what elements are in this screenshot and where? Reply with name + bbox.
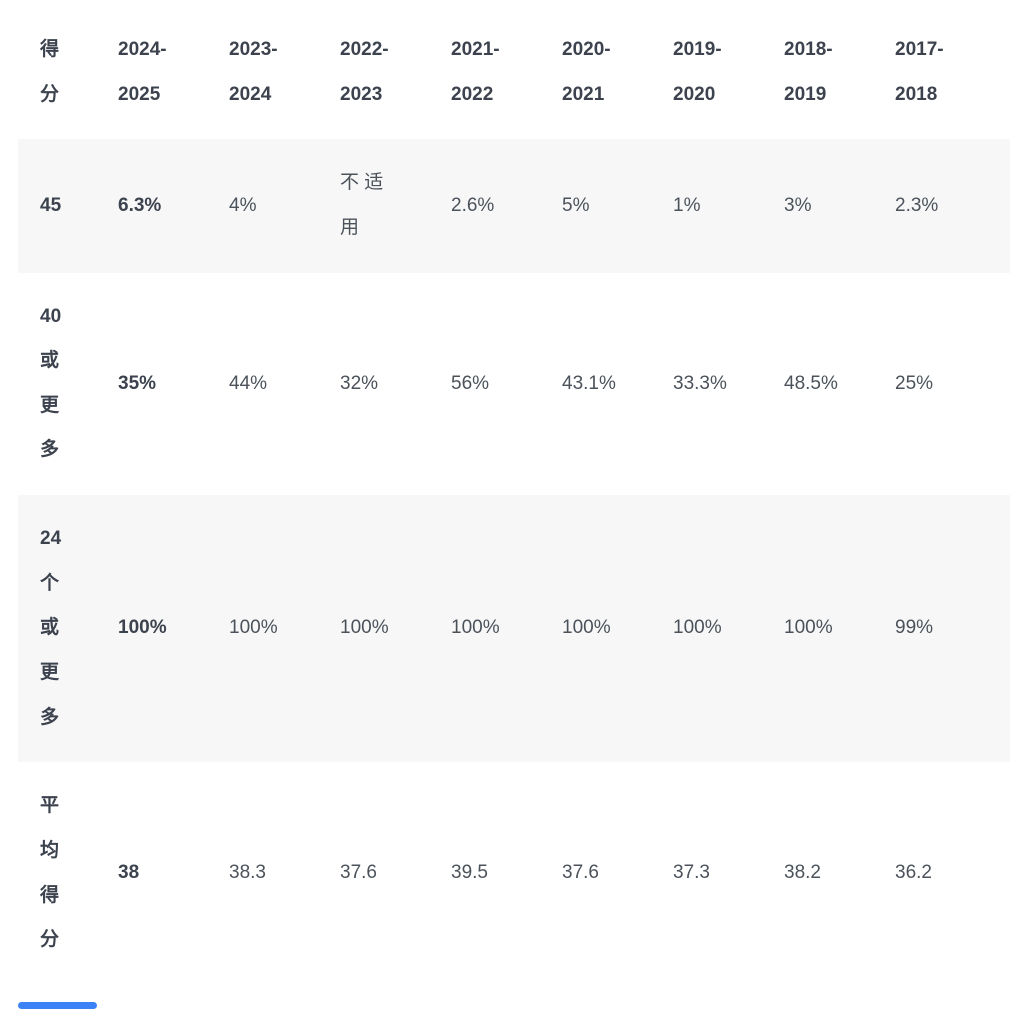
data-cell: 37.3 <box>673 862 710 884</box>
header-cell-2017-2018: 2017- 2018 <box>895 39 944 105</box>
data-cell: 5% <box>562 194 590 216</box>
header-row: 得 分 2024- 2025 2023- 2024 2022- 2023 202… <box>18 6 1010 139</box>
row-label-cell: 24 个 或 更 多 <box>40 528 62 728</box>
data-cell: 25% <box>895 372 934 394</box>
score-history-table-container: 得 分 2024- 2025 2023- 2024 2022- 2023 202… <box>18 6 1010 985</box>
table-row-45: 45 6.3% 4% 不 适 用 2.6% 5% 1% 3% 2.3% <box>18 139 1010 273</box>
table-row-average-score: 平 均 得 分 38 38.3 37.6 39.5 37.6 37.3 38.2… <box>18 762 1010 985</box>
data-cell: 100% <box>340 617 389 639</box>
header-cell-2023-2024: 2023- 2024 <box>229 39 278 105</box>
data-cell: 37.6 <box>340 862 377 884</box>
data-cell: 100% <box>562 617 611 639</box>
data-cell: 43.1% <box>562 372 616 394</box>
data-cell: 100% <box>784 617 833 639</box>
data-cell: 37.6 <box>562 862 599 884</box>
score-history-table: 得 分 2024- 2025 2023- 2024 2022- 2023 202… <box>18 6 1010 985</box>
header-cell-2019-2020: 2019- 2020 <box>673 39 722 105</box>
data-cell: 35% <box>118 372 157 394</box>
data-cell: 2.6% <box>451 194 495 216</box>
data-cell: 33.3% <box>673 372 727 394</box>
row-label-cell: 45 <box>40 194 62 216</box>
row-label-cell: 40 或 更 多 <box>40 305 62 461</box>
horizontal-scrollbar-thumb[interactable] <box>18 1002 97 1009</box>
data-cell: 100% <box>673 617 722 639</box>
data-cell: 100% <box>229 617 278 639</box>
data-cell: 100% <box>451 617 500 639</box>
data-cell: 32% <box>340 372 379 394</box>
data-cell: 2.3% <box>895 194 939 216</box>
data-cell: 48.5% <box>784 372 838 394</box>
data-cell: 100% <box>118 617 167 639</box>
header-cell-2020-2021: 2020- 2021 <box>562 39 611 105</box>
data-cell: 1% <box>673 194 701 216</box>
header-cell-2024-2025: 2024- 2025 <box>118 39 167 105</box>
header-cell-2021-2022: 2021- 2022 <box>451 39 500 105</box>
data-cell: 38.3 <box>229 862 266 884</box>
table-row-40-or-more: 40 或 更 多 35% 44% 32% 56% 43.1% 33.3% 48.… <box>18 273 1010 496</box>
data-cell: 38.2 <box>784 862 821 884</box>
data-cell: 36.2 <box>895 862 932 884</box>
data-cell: 56% <box>451 372 490 394</box>
table-body: 45 6.3% 4% 不 适 用 2.6% 5% 1% 3% 2.3% 40 或… <box>18 139 1010 985</box>
header-cell-2022-2023: 2022- 2023 <box>340 39 389 105</box>
data-cell: 3% <box>784 194 812 216</box>
header-cell-score: 得 分 <box>40 39 60 105</box>
data-cell: 38 <box>118 862 140 884</box>
header-cell-2018-2019: 2018- 2019 <box>784 39 833 105</box>
table-header: 得 分 2024- 2025 2023- 2024 2022- 2023 202… <box>18 6 1010 139</box>
data-cell: 44% <box>229 372 268 394</box>
data-cell: 4% <box>229 194 257 216</box>
row-label-cell: 平 均 得 分 <box>40 795 60 951</box>
data-cell: 不 适 用 <box>340 172 384 238</box>
table-row-24-or-more: 24 个 或 更 多 100% 100% 100% 100% 100% 100%… <box>18 495 1010 763</box>
data-cell: 6.3% <box>118 194 162 216</box>
data-cell: 39.5 <box>451 862 488 884</box>
data-cell: 99% <box>895 617 934 639</box>
